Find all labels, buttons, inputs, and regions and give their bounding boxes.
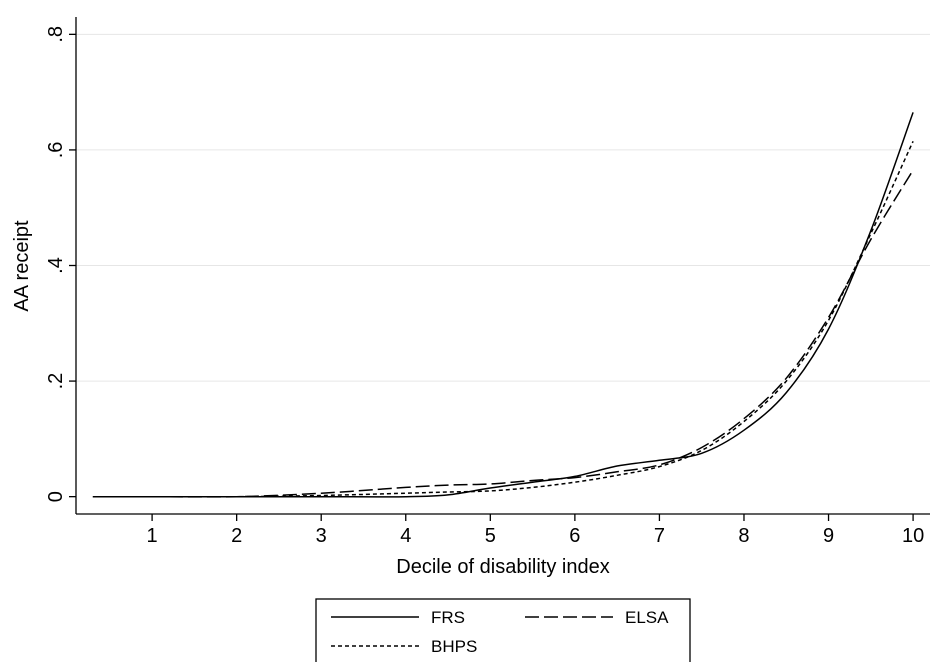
y-tick-label: 0 <box>45 491 67 502</box>
series-lines <box>92 112 914 498</box>
legend-label-bhps: BHPS <box>431 637 477 656</box>
y-tick-label: .8 <box>45 26 67 43</box>
series-line-elsa <box>92 169 914 498</box>
x-tick-label: 6 <box>569 525 580 547</box>
y-tick-label: .6 <box>45 142 67 159</box>
gridlines <box>76 33 930 382</box>
x-tick-label: 7 <box>654 525 665 547</box>
y-tick-label: .2 <box>45 373 67 390</box>
y-axis-label: AA receipt <box>11 220 33 312</box>
legend-label-frs: FRS <box>431 608 465 627</box>
x-axis-label: Decile of disability index <box>396 556 609 578</box>
y-ticks: 0 .2 .4 .6 .8 <box>45 26 76 502</box>
x-tick-label: 5 <box>485 525 496 547</box>
series-line-bhps <box>92 140 914 498</box>
series-line-frs <box>92 112 914 498</box>
x-tick-label: 9 <box>823 525 834 547</box>
y-tick-label: .4 <box>45 257 67 274</box>
legend: FRS ELSA BHPS <box>315 598 691 662</box>
x-ticks: 1 2 3 4 5 6 7 8 9 10 <box>147 514 924 547</box>
x-tick-label: 8 <box>738 525 749 547</box>
x-tick-label: 2 <box>231 525 242 547</box>
legend-label-elsa: ELSA <box>625 608 669 627</box>
x-tick-label: 3 <box>316 525 327 547</box>
legend-box <box>315 598 691 662</box>
x-tick-label: 10 <box>902 525 924 547</box>
x-tick-label: 1 <box>147 525 158 547</box>
x-tick-label: 4 <box>400 525 411 547</box>
